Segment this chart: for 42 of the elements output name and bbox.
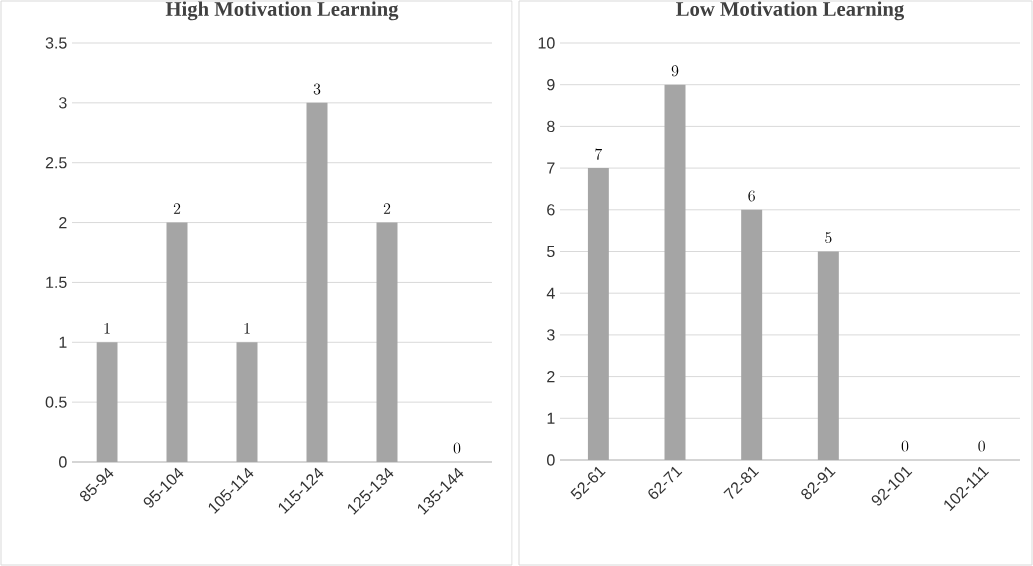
y-tick-label: 1.5 bbox=[46, 276, 67, 288]
y-tick-label: 10 bbox=[538, 37, 555, 49]
y-tick-label: 0.5 bbox=[45, 396, 67, 408]
bar bbox=[664, 84, 686, 460]
data-label: 0 bbox=[978, 440, 985, 452]
y-tick-label: 3 bbox=[547, 329, 555, 341]
data-label: 0 bbox=[453, 442, 461, 454]
bar bbox=[166, 222, 188, 462]
y-tick-label: 2 bbox=[59, 216, 67, 229]
bar bbox=[96, 342, 118, 462]
y-tick-label: 2.5 bbox=[45, 157, 67, 169]
data-label: 5 bbox=[825, 232, 832, 244]
y-tick-label: 6 bbox=[547, 204, 555, 216]
data-label: 2 bbox=[173, 203, 181, 214]
y-tick-label: 9 bbox=[547, 79, 555, 91]
bar bbox=[587, 168, 609, 460]
data-label: 1 bbox=[104, 322, 110, 334]
bar bbox=[817, 251, 839, 460]
y-tick-label: 3 bbox=[59, 97, 67, 109]
y-tick-label: 2 bbox=[547, 371, 555, 383]
data-label: 3 bbox=[313, 83, 321, 95]
bar bbox=[376, 222, 398, 462]
data-label: 7 bbox=[595, 148, 603, 160]
y-tick-label: 4 bbox=[546, 287, 555, 299]
bar bbox=[741, 209, 763, 460]
data-label: 0 bbox=[901, 440, 909, 452]
chart-title: Low Motivation Learning bbox=[676, 1, 905, 21]
data-label: 2 bbox=[383, 203, 391, 214]
y-tick-label: 8 bbox=[547, 120, 555, 133]
data-label: 6 bbox=[748, 190, 755, 202]
y-tick-label: 0 bbox=[59, 456, 67, 468]
y-tick-label: 5 bbox=[547, 245, 555, 258]
y-tick-label: 3.5 bbox=[45, 37, 67, 49]
y-tick-label: 0 bbox=[547, 454, 555, 466]
y-tick-label: 1 bbox=[59, 336, 67, 348]
data-label: 9 bbox=[671, 65, 679, 77]
bar bbox=[236, 342, 258, 462]
bar bbox=[306, 102, 328, 462]
data-label: 1 bbox=[244, 322, 250, 334]
chart-title: High Motivation Learning bbox=[165, 1, 399, 21]
y-tick-label: 7 bbox=[547, 162, 555, 174]
y-tick-label: 1 bbox=[547, 412, 555, 424]
